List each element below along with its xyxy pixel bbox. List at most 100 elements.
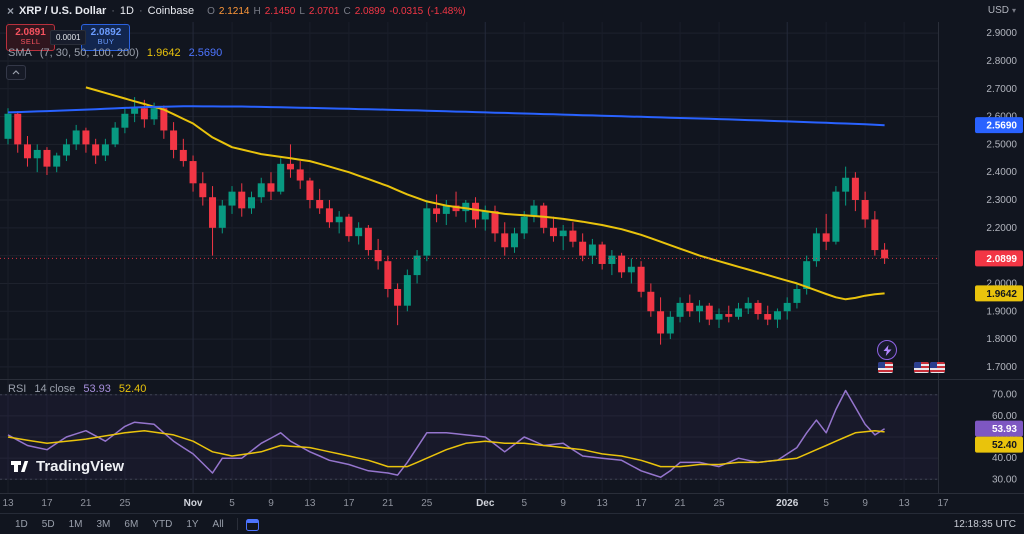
rsi-band [0,394,938,480]
svg-text:2.0899: 2.0899 [986,254,1017,265]
range-1y[interactable]: 1Y [186,518,199,530]
tradingview-logo[interactable]: TradingView [10,457,124,476]
close-value: 2.0899 [354,5,386,17]
sell-label: SELL [20,37,41,47]
sma-title: SMA [8,47,32,59]
sma-params: (7, 30, 50, 100, 200) [39,47,139,59]
time-tick-label: Dec [476,498,495,509]
time-tick-label: 13 [304,498,316,509]
xrp-logo-icon: × [7,4,15,18]
exchange-label[interactable]: Coinbase [147,5,195,17]
high-value: 2.1450 [264,5,296,17]
time-tick-label: 5 [823,498,829,509]
time-axis[interactable]: 13 17 21 25 Nov 5 9 13 17 21 25 Dec 5 9 13 17 21 25 2026 5 9… [2,498,949,509]
price-tick-label: 2.5000 [986,139,1017,150]
flag-icon[interactable] [930,362,945,373]
time-tick-label: 17 [41,498,53,509]
time-tick-label: 17 [636,498,648,509]
time-tick-label: Nov [184,498,203,509]
price-tick-label: 2.4000 [986,167,1017,178]
range-5d[interactable]: 5D [41,518,55,530]
time-tick-label: 25 [713,498,725,509]
rsi-tick-label: 70.00 [992,390,1017,401]
time-tick-label: 13 [2,498,14,509]
sma-blue-tag: 2.5690 [975,117,1023,134]
time-tick-label: 13 [597,498,609,509]
sma-yellow-tag: 1.9642 [975,285,1023,302]
sell-button[interactable]: 2.0891 SELL [6,24,55,51]
buy-price: 2.0892 [90,27,122,38]
low-label: L [299,5,305,17]
time-tick-label: 21 [382,498,394,509]
interval-label[interactable]: 1D [119,5,134,17]
price-tick-label: 2.0000 [986,278,1017,289]
sell-price: 2.0891 [15,27,46,38]
price-axis[interactable]: 2.9000 2.8000 2.7000 2.6000 2.5000 2.4000 2.30… [986,28,1017,373]
rsi-ma-tag: 52.40 [975,436,1023,453]
trade-panel: 2.0891 SELL 0.0001 2.0892 BUY [6,24,131,51]
rsi-title: RSI [8,383,27,395]
close-label: C [343,5,351,17]
tradingview-logo-text: TradingView [36,458,125,475]
collapse-pane-button[interactable] [6,65,26,80]
price-tick-label: 2.8000 [986,56,1017,67]
buy-label: BUY [97,37,115,47]
range-1m[interactable]: 1M [68,518,83,530]
range-6m[interactable]: 6M [124,518,139,530]
rsi-tick-label: 40.00 [992,453,1017,464]
sma-yellow-line [85,86,885,301]
time-tick-label: 5 [229,498,235,509]
svg-text:2.5690: 2.5690 [986,121,1017,132]
price-tick-label: 2.9000 [986,28,1017,39]
toolbar-divider [236,518,238,530]
separator-dot: · [111,5,115,17]
high-label: H [253,5,261,17]
last-price-tag: 2.0899 [975,250,1023,267]
sma-blue-line [7,105,885,127]
ohlc-readout: O 2.1214 H 2.1450 L 2.0701 C 2.0899 -0.0… [207,6,465,17]
time-tick-label: 25 [421,498,433,509]
currency-selector[interactable]: USD ▾ [988,0,1016,20]
price-tick-label: 2.6000 [986,112,1017,123]
time-tick-label: 21 [80,498,92,509]
rsi-legend[interactable]: RSI 14 close 53.93 52.40 [8,383,146,395]
chevron-down-icon: ▾ [1011,5,1016,15]
rsi-line [7,389,886,478]
price-tick-label: 2.7000 [986,84,1017,95]
tradingview-logo-icon [11,461,29,472]
time-tick-label: 9 [862,498,868,509]
sma-value-yellow: 1.9642 [146,47,181,59]
range-1d[interactable]: 1D [15,518,28,530]
range-all[interactable]: All [212,518,224,530]
price-tick-label: 2.3000 [986,195,1017,206]
svg-text:52.40: 52.40 [992,440,1017,451]
time-tick-label: 17 [343,498,355,509]
flag-icon[interactable] [878,362,893,373]
rsi-tick-label: 60.00 [992,411,1017,422]
lightning-icon[interactable] [877,340,897,360]
bottom-toolbar: 1D 5D 1M 3M 6M YTD 1Y All 12:18:35 UTC [0,513,1024,534]
time-tick-label: 2026 [776,498,799,509]
price-tick-label: 1.7000 [986,362,1017,373]
rsi-value-tag: 53.93 [975,420,1023,437]
separator-dot: · [138,5,143,17]
range-3m[interactable]: 3M [96,518,111,530]
rsi-value-yellow: 52.40 [118,383,147,395]
candlesticks [4,97,889,345]
clock-utc[interactable]: 12:18:35 UTC [953,518,1016,530]
change-value: -0.0315 [389,5,424,17]
range-ytd[interactable]: YTD [152,518,173,530]
time-tick-label: 13 [899,498,911,509]
buy-button[interactable]: 2.0892 BUY [81,24,131,51]
calendar-icon[interactable] [245,518,259,531]
symbol-name[interactable]: XRP / U.S. Dollar [19,5,107,17]
rsi-value-purple: 53.93 [83,383,111,395]
spread-value: 0.0001 [50,29,87,45]
price-tick-label: 2.2000 [986,223,1017,234]
price-tick-label: 1.8000 [986,334,1017,345]
sma-legend[interactable]: SMA (7, 30, 50, 100, 200) 1.9642 2.5690 [8,47,222,59]
rsi-tick-label: 30.00 [992,474,1017,485]
flag-icon[interactable] [914,362,929,373]
time-tick-label: 17 [937,498,949,509]
